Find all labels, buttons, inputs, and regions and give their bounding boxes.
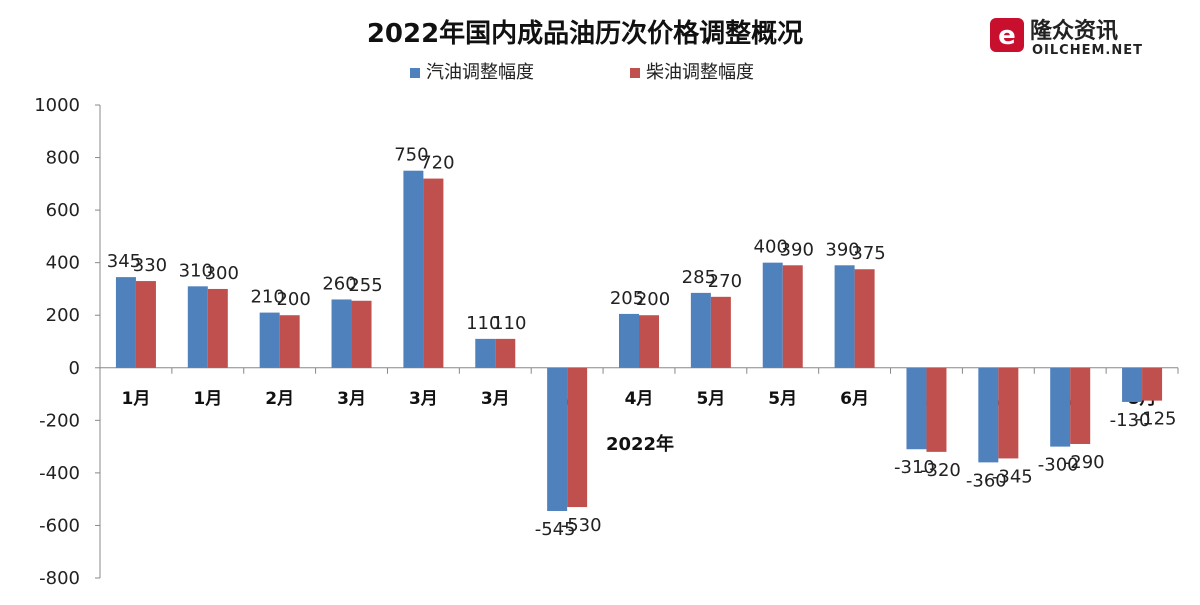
logo-mark-letter: e — [998, 21, 1016, 51]
legend-swatch — [410, 68, 420, 78]
gasoline-data-label: 260 — [322, 273, 356, 294]
diesel-data-label: 375 — [851, 243, 885, 264]
gasoline-bar — [331, 299, 352, 368]
y-tick-label: -600 — [39, 515, 80, 536]
diesel-bar — [207, 288, 228, 368]
diesel-bar — [423, 178, 444, 368]
gasoline-bar — [906, 367, 927, 450]
x-tick-label: 3月 — [481, 389, 510, 409]
gasoline-bar — [978, 367, 999, 463]
gasoline-data-label: 390 — [825, 239, 859, 260]
x-axis-label: 2022年 — [606, 433, 674, 455]
gasoline-bar — [115, 277, 136, 368]
diesel-bar — [1070, 367, 1091, 444]
diesel-bar — [279, 315, 300, 368]
y-tick-label: 800 — [46, 148, 80, 169]
x-tick-label: 5月 — [696, 389, 725, 409]
y-tick-label: 1000 — [34, 95, 80, 116]
diesel-bar — [926, 367, 947, 452]
diesel-bar — [495, 338, 516, 368]
gasoline-bar — [1122, 367, 1143, 402]
y-tick-label: 400 — [46, 253, 80, 274]
diesel-data-label: -320 — [920, 460, 961, 481]
x-tick-label: 3月 — [409, 389, 438, 409]
diesel-bar — [567, 367, 588, 508]
gasoline-data-label: -130 — [1110, 410, 1151, 431]
y-tick-label: -400 — [39, 463, 80, 484]
gasoline-data-label: -360 — [966, 470, 1007, 491]
gasoline-data-label: -545 — [535, 519, 576, 540]
diesel-data-label: 300 — [205, 263, 239, 284]
diesel-bar — [854, 269, 875, 368]
diesel-bar — [135, 281, 156, 368]
logo-url: OILCHEM.NET — [1032, 43, 1143, 58]
y-tick-label: -200 — [39, 410, 80, 431]
logo-name: 隆众资讯 — [1030, 19, 1118, 44]
diesel-bar — [351, 300, 372, 368]
diesel-bar — [998, 367, 1019, 459]
gasoline-bar — [1050, 367, 1071, 447]
diesel-data-label: 110 — [492, 313, 526, 334]
gasoline-data-label: 205 — [610, 288, 644, 309]
diesel-bar — [710, 296, 731, 368]
gasoline-data-label: 400 — [754, 237, 788, 258]
gasoline-bar — [619, 313, 639, 368]
diesel-data-label: 200 — [636, 289, 670, 310]
gasoline-bar — [834, 265, 855, 368]
gasoline-bar — [187, 286, 208, 368]
chart-axes: 1000 800 600 400 200 0 -200 -400 -600 -800 1月 1月 2月 3… — [34, 95, 1179, 589]
gasoline-bar — [403, 170, 424, 368]
gasoline-bar — [762, 262, 783, 368]
oilchem-logo: e 隆众资讯 OILCHEM.NET — [990, 18, 1143, 58]
x-tick-label: 5月 — [768, 389, 797, 409]
diesel-data-label: 200 — [276, 289, 310, 310]
x-tick-label: 2月 — [265, 389, 294, 409]
gasoline-data-label: 285 — [682, 267, 716, 288]
gasoline-data-label: 345 — [107, 251, 141, 272]
legend-label: 汽油调整幅度 — [426, 62, 534, 83]
gasoline-data-label: 110 — [466, 313, 500, 334]
diesel-data-label: 270 — [708, 271, 742, 292]
diesel-data-label: 255 — [348, 275, 382, 296]
diesel-data-label: -125 — [1136, 409, 1177, 430]
diesel-data-label: -290 — [1064, 452, 1105, 473]
y-tick-label: -800 — [39, 568, 80, 589]
gasoline-bar — [690, 292, 711, 368]
gasoline-bar — [547, 367, 568, 511]
gasoline-bar — [259, 312, 280, 368]
diesel-data-label: 720 — [420, 153, 454, 174]
legend-label: 柴油调整幅度 — [646, 62, 754, 83]
gasoline-data-label: 210 — [250, 287, 284, 308]
x-tick-label: 3月 — [337, 389, 366, 409]
diesel-bar — [782, 265, 803, 368]
chart-bars — [115, 170, 1163, 511]
y-tick-label: 600 — [46, 200, 80, 221]
x-tick-label: 1月 — [193, 389, 222, 409]
diesel-data-label: 390 — [780, 239, 814, 260]
gasoline-data-label: 750 — [394, 145, 428, 166]
x-tick-label: 6月 — [840, 389, 869, 409]
logo-mark-icon — [990, 18, 1024, 52]
gasoline-bar — [475, 338, 496, 368]
legend-swatch — [630, 68, 640, 78]
x-tick-label: 1月 — [122, 389, 151, 409]
chart-title: 2022年国内成品油历次价格调整概况 — [367, 18, 803, 49]
diesel-data-label: -530 — [561, 515, 602, 536]
y-tick-label: 200 — [46, 305, 80, 326]
x-tick-label: 4月 — [625, 389, 654, 409]
diesel-bar — [1142, 367, 1163, 401]
gasoline-data-label: -300 — [1038, 455, 1079, 476]
diesel-data-label: -345 — [992, 466, 1033, 487]
gasoline-data-label: 310 — [179, 260, 213, 281]
diesel-bar — [639, 315, 659, 368]
y-tick-label: 0 — [69, 358, 80, 379]
chart-legend: 汽油调整幅度 柴油调整幅度 — [410, 62, 754, 83]
gasoline-data-label: -310 — [894, 457, 935, 478]
diesel-data-label: 330 — [133, 255, 167, 276]
